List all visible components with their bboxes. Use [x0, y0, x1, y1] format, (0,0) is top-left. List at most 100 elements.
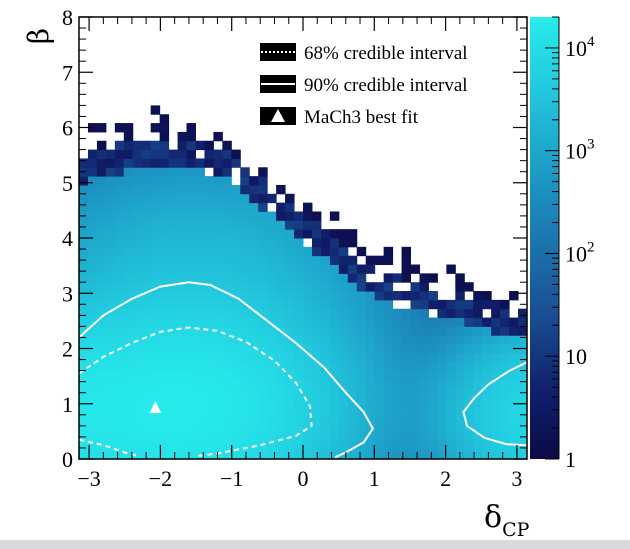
heatmap-cell	[419, 397, 429, 407]
heatmap-cell	[464, 317, 474, 327]
heatmap-cell	[150, 255, 161, 266]
heatmap-cell	[311, 397, 322, 407]
heatmap-cell	[311, 388, 322, 398]
heatmap-cell	[186, 432, 196, 442]
heatmap-cell	[222, 220, 232, 230]
heatmap-cell	[132, 370, 143, 380]
heatmap-cell	[186, 202, 196, 212]
heatmap-cell	[222, 167, 232, 177]
heatmap-cell	[141, 149, 152, 159]
heatmap-cell	[258, 317, 268, 327]
legend-triangle-icon	[271, 109, 285, 122]
heatmap-cell	[347, 405, 358, 416]
heatmap-cell	[374, 397, 385, 407]
heatmap-cell	[428, 370, 438, 380]
heatmap-cell	[276, 335, 286, 345]
heatmap-cell	[329, 273, 340, 283]
heatmap-cell	[105, 326, 116, 336]
heatmap-cell	[338, 229, 349, 239]
heatmap-cell	[294, 397, 304, 407]
heatmap-cell	[500, 352, 510, 363]
heatmap-cell	[150, 273, 161, 283]
heatmap-cell	[383, 308, 394, 319]
heatmap-cell	[347, 299, 358, 310]
heatmap-cell	[114, 405, 125, 416]
heatmap-cell	[258, 308, 268, 319]
heatmap-cell	[222, 344, 232, 354]
x-tick-label: 2	[440, 466, 451, 491]
heatmap-cell	[303, 441, 313, 451]
heatmap-cell	[285, 229, 295, 239]
heatmap-cell	[267, 441, 277, 451]
heatmap-cell	[258, 441, 268, 451]
heatmap-cell	[87, 370, 98, 380]
heatmap-cell	[204, 352, 214, 363]
heatmap-cell	[338, 441, 349, 451]
heatmap-cell	[383, 317, 394, 327]
heatmap-cell	[177, 167, 188, 177]
heatmap-cell	[195, 220, 205, 230]
heatmap-cell	[446, 335, 456, 345]
heatmap-cell	[114, 450, 125, 459]
heatmap-cell	[79, 423, 89, 433]
heatmap-cell	[320, 344, 331, 354]
heatmap-cell	[123, 414, 134, 425]
heatmap-cell	[195, 299, 205, 310]
heatmap-cell	[114, 335, 125, 345]
heatmap-cell	[365, 361, 376, 372]
heatmap-cell	[168, 308, 179, 319]
heatmap-cell	[96, 282, 107, 292]
heatmap-cell	[87, 184, 98, 195]
y-tick-label: 7	[62, 60, 73, 85]
heatmap-cell	[518, 450, 527, 459]
heatmap-cell	[87, 273, 98, 283]
heatmap-cell	[123, 140, 134, 151]
heatmap-cell	[240, 167, 250, 177]
heatmap-cell	[186, 361, 196, 372]
heatmap-cell	[96, 229, 107, 239]
heatmap-cell	[195, 317, 205, 327]
heatmap-cell	[222, 238, 232, 248]
heatmap-cell	[419, 388, 429, 398]
heatmap-cell	[177, 432, 188, 442]
heatmap-cell	[150, 423, 161, 433]
heatmap-cell	[114, 326, 125, 336]
heatmap-cell	[258, 370, 268, 380]
heatmap-cell	[96, 450, 107, 459]
heatmap-cell	[311, 352, 322, 363]
heatmap-cell	[464, 352, 474, 363]
heatmap-cell	[383, 335, 394, 345]
heatmap-cell	[231, 326, 241, 336]
heatmap-cell	[276, 220, 286, 230]
heatmap-cell	[159, 317, 170, 327]
heatmap-cell	[213, 202, 223, 212]
heatmap-cell	[96, 441, 107, 451]
heatmap-cell	[168, 441, 179, 451]
y-tick-label: 5	[62, 171, 73, 196]
heatmap-cell	[222, 308, 232, 319]
heatmap-cell	[231, 149, 241, 159]
heatmap-cell	[222, 441, 232, 451]
heatmap-cell	[509, 361, 519, 372]
heatmap-cell	[240, 211, 250, 221]
heatmap-cell	[473, 414, 483, 425]
heatmap-cell	[437, 317, 447, 327]
heatmap-cell	[222, 202, 232, 212]
heatmap-cell	[392, 370, 403, 380]
heatmap-cell	[159, 441, 170, 451]
heatmap-cell	[509, 370, 519, 380]
heatmap-cell	[338, 282, 349, 292]
heatmap-cell	[213, 158, 223, 168]
heatmap-cell	[410, 405, 420, 416]
heatmap-cell	[258, 405, 268, 416]
heatmap-cell	[401, 335, 412, 345]
heatmap-cell	[267, 405, 277, 416]
heatmap-cell	[294, 370, 304, 380]
heatmap-cell	[285, 282, 295, 292]
legend-label-90: 90% credible interval	[304, 75, 468, 96]
colorbar-tick-label: 103	[565, 137, 595, 164]
heatmap-cell	[464, 450, 474, 459]
heatmap-cell	[329, 344, 340, 354]
heatmap-cell	[267, 220, 277, 230]
heatmap-cell	[240, 397, 250, 407]
